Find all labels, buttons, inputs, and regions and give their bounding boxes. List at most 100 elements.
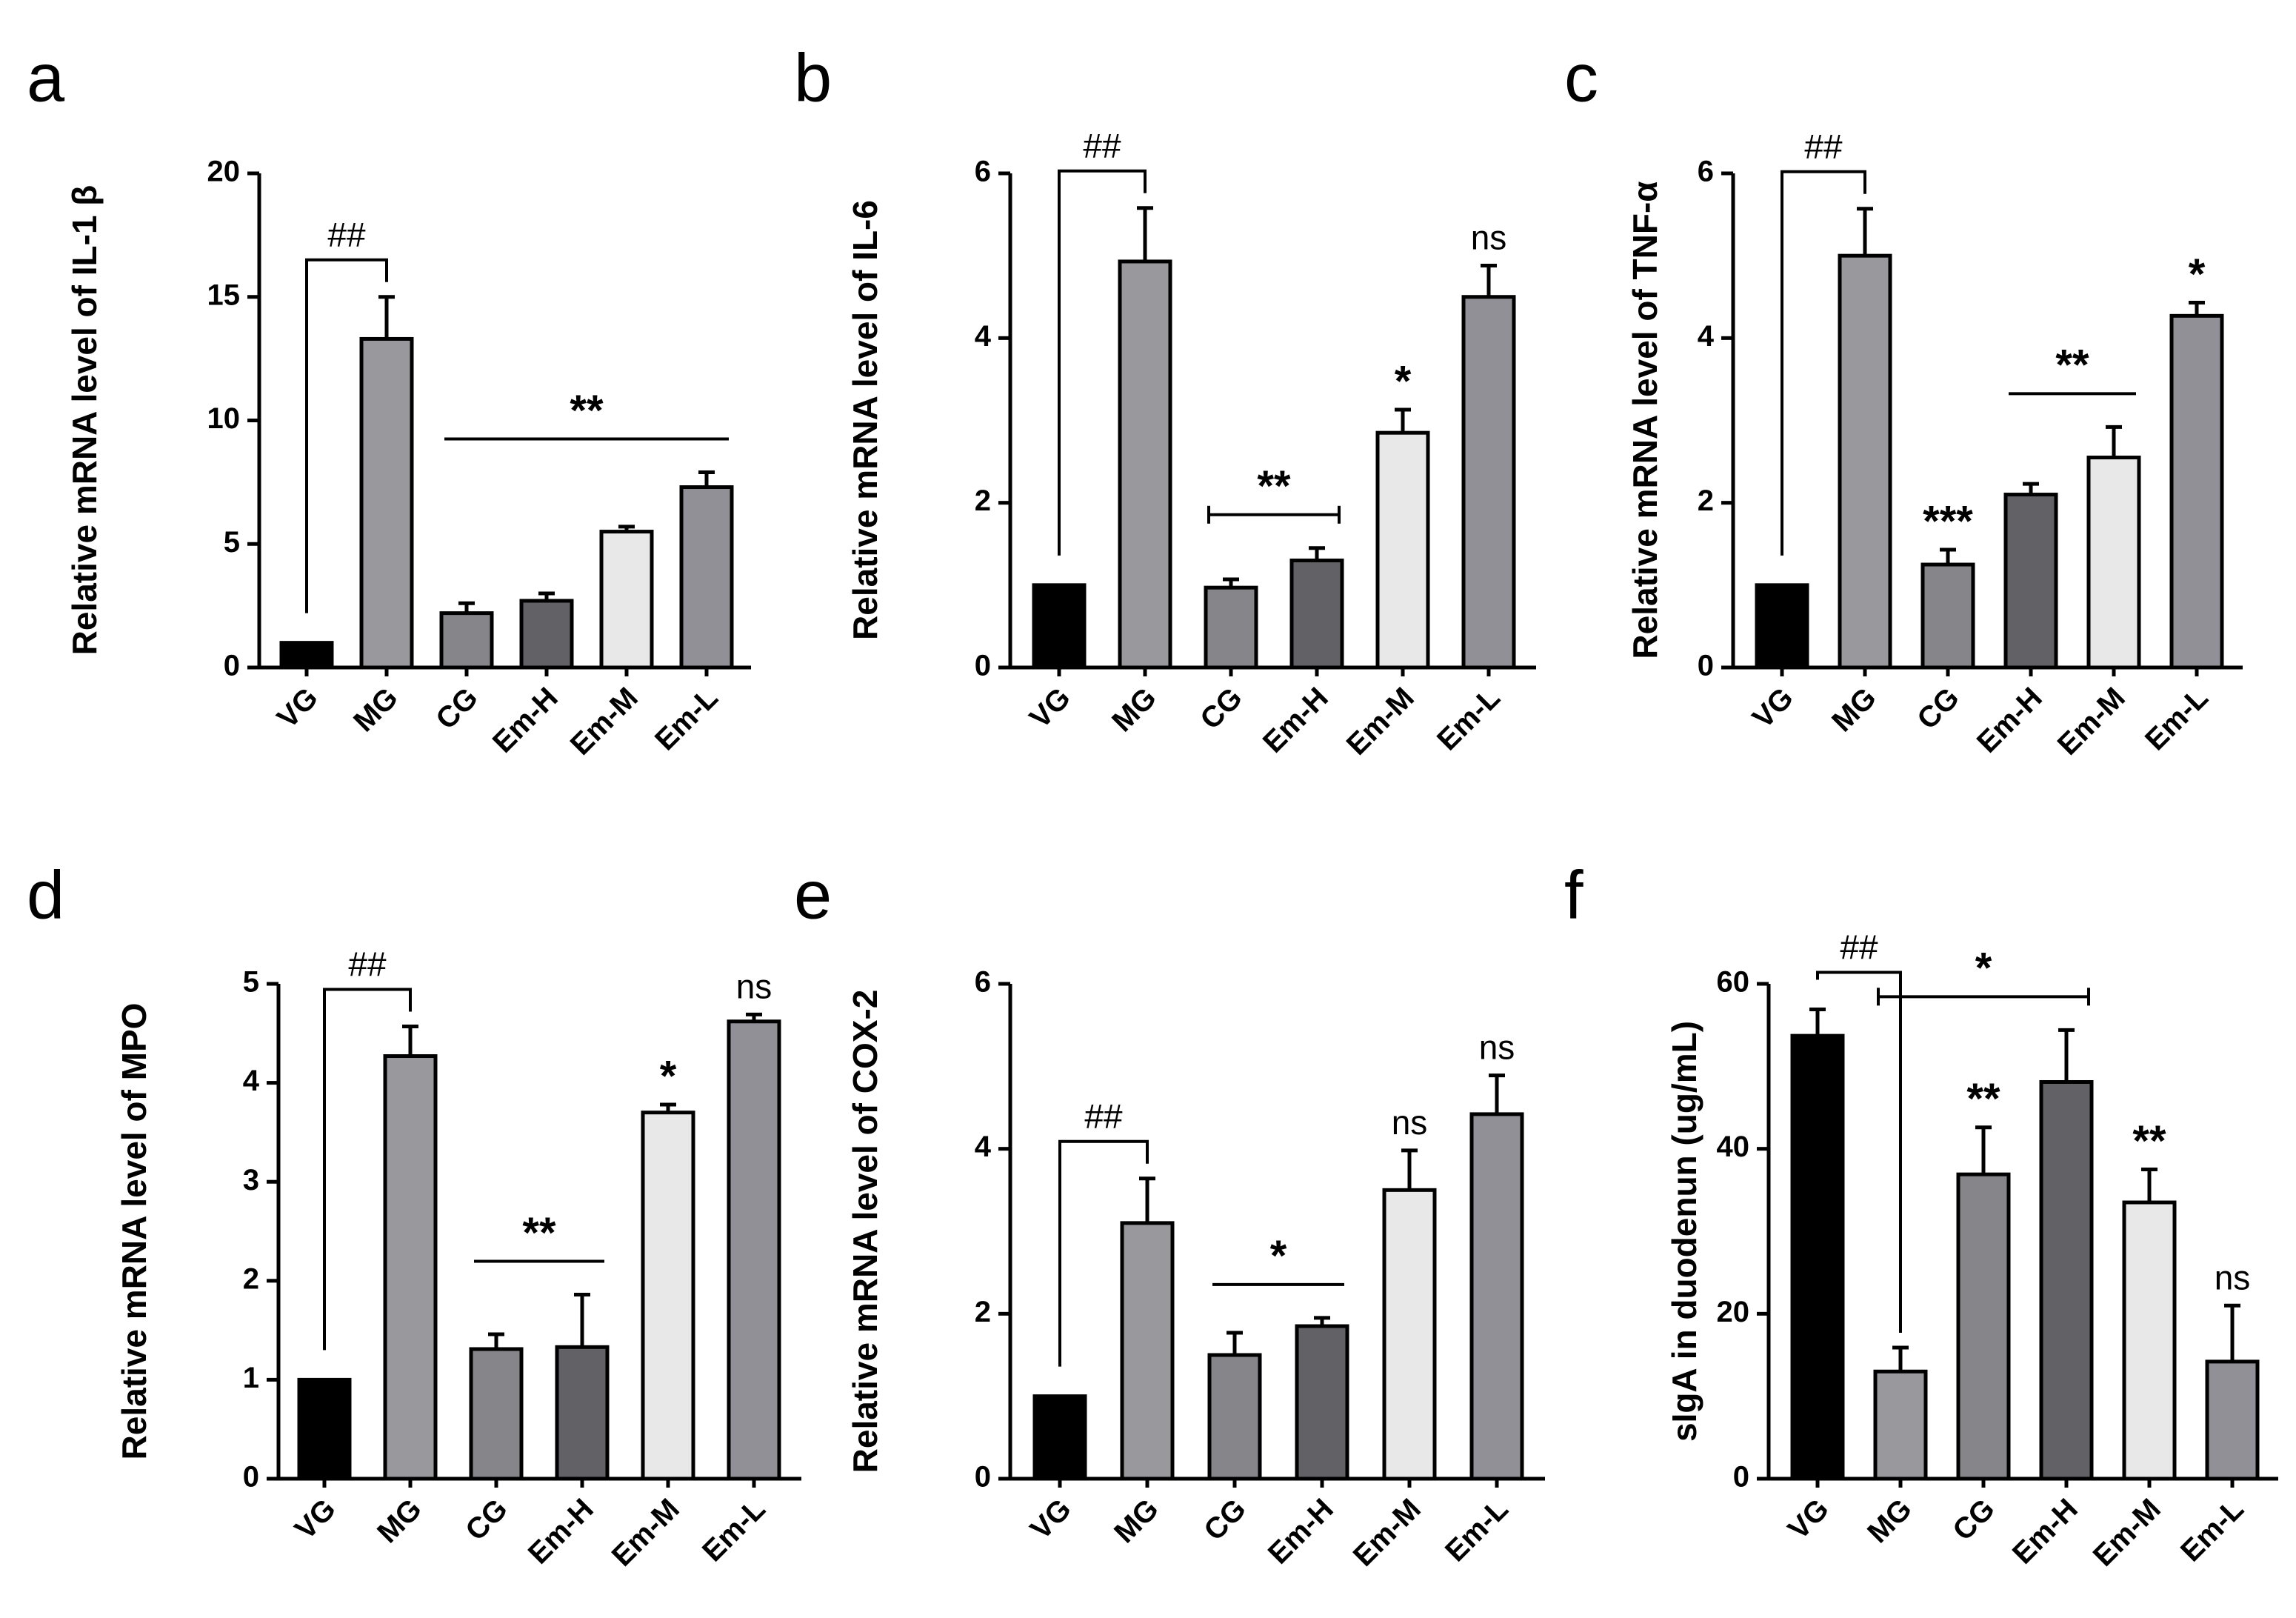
bar-em-l — [727, 1019, 781, 1481]
significance-label: ## — [1804, 127, 1843, 166]
panel-letter: f — [1564, 857, 1583, 933]
significance-label: ns — [736, 968, 772, 1006]
x-tick-label: Em-M — [606, 1493, 686, 1573]
significance-label: ns — [1471, 219, 1507, 257]
bar-em-l — [1461, 295, 1516, 670]
bar-mg — [1873, 1369, 1928, 1481]
bar-em-h — [1289, 558, 1344, 670]
panel-letter: c — [1564, 40, 1598, 116]
x-tick-label: MG — [371, 1493, 428, 1550]
y-tick-label: 0 — [243, 1461, 259, 1494]
bar-em-m — [599, 530, 654, 670]
x-tick-label: Em-M — [1347, 1493, 1427, 1573]
x-tick-label: Em-L — [696, 1493, 772, 1568]
bar-mg — [359, 336, 414, 670]
y-tick-label: 6 — [975, 156, 991, 188]
bar-em-h — [1295, 1324, 1349, 1481]
significance-label: ns — [2215, 1258, 2251, 1296]
significance-label: * — [1395, 357, 1412, 405]
significance-label: * — [1975, 945, 1992, 993]
bar-em-l — [679, 485, 734, 670]
x-tick-label: Em-L — [1439, 1493, 1515, 1568]
y-axis-label: Relative mRNA level of COX-2 — [846, 990, 884, 1474]
bar-vg — [1790, 1033, 1845, 1481]
bar-mg — [383, 1054, 438, 1481]
significance-bracket — [1058, 169, 1147, 556]
significance-label: ** — [2055, 342, 2089, 390]
y-tick-label: 20 — [207, 156, 241, 188]
x-tick-label: Em-H — [1971, 682, 2049, 759]
x-tick-label: Em-H — [487, 682, 564, 759]
significance-label: ns — [1479, 1028, 1515, 1067]
bar-mg — [1120, 1221, 1175, 1481]
bar-mg — [1118, 259, 1172, 670]
x-tick-label: VG — [271, 682, 324, 735]
panel-letter: e — [794, 857, 832, 933]
x-tick-label: Em-H — [1262, 1493, 1340, 1571]
x-tick-label: Em-H — [522, 1493, 600, 1571]
bar-em-m — [2122, 1200, 2177, 1481]
significance-bracket — [1781, 170, 1866, 556]
bar-em-l — [2169, 313, 2224, 670]
bar-vg — [279, 641, 334, 670]
y-tick-label: 2 — [1698, 485, 1714, 517]
bar-mg — [1838, 253, 1892, 670]
x-tick-label: Em-H — [2006, 1493, 2084, 1571]
x-tick-label: Em-M — [1341, 682, 1421, 762]
significance-label: * — [1270, 1232, 1287, 1280]
x-tick-label: VG — [1024, 682, 1077, 735]
bar-vg — [297, 1377, 352, 1481]
x-tick-label: MG — [1108, 1493, 1165, 1550]
x-tick-label: CG — [430, 682, 484, 736]
y-tick-label: 4 — [1698, 320, 1715, 353]
bar-em-h — [2003, 493, 2058, 670]
x-tick-label: CG — [1198, 1493, 1252, 1548]
significance-label: *** — [1923, 497, 1973, 545]
y-tick-label: 5 — [243, 966, 259, 999]
panel-letter: a — [27, 40, 65, 116]
panel-letter: b — [794, 40, 832, 116]
y-tick-label: 2 — [975, 1296, 991, 1328]
x-tick-label: Em-L — [649, 682, 724, 757]
y-axis-label: sIgA in duodenun (ug/mL) — [1665, 1021, 1703, 1442]
x-tick-label: Em-M — [2052, 682, 2132, 762]
significance-label: ns — [1392, 1103, 1428, 1142]
bar-cg — [469, 1347, 524, 1481]
x-tick-label: VG — [1024, 1493, 1078, 1546]
x-tick-label: VG — [1746, 682, 1800, 735]
bar-cg — [439, 611, 494, 670]
y-tick-label: 3 — [243, 1164, 259, 1196]
y-tick-label: 6 — [1698, 156, 1714, 188]
significance-label: ## — [348, 945, 387, 984]
x-tick-label: CG — [1946, 1493, 2001, 1548]
bar-vg — [1032, 583, 1087, 670]
x-tick-label: Em-L — [2139, 682, 2215, 757]
bar-em-m — [1375, 430, 1430, 670]
y-axis-label: Relative mRNA level of MPO — [115, 1003, 153, 1460]
x-tick-label: MG — [1106, 682, 1163, 739]
x-tick-label: Em-M — [564, 682, 644, 762]
y-tick-label: 4 — [243, 1065, 260, 1097]
panel-a: a Relative mRNA level of IL-1 β 0 5 10 15 20 VG… — [27, 40, 751, 762]
significance-bracket — [1816, 971, 1902, 1333]
significance-bracket — [305, 258, 388, 613]
y-tick-label: 4 — [975, 1131, 992, 1163]
y-tick-label: 5 — [224, 526, 240, 559]
significance-label: * — [660, 1052, 677, 1100]
x-tick-label: MG — [1861, 1493, 1918, 1550]
bar-vg — [1755, 583, 1809, 670]
bar-em-h — [519, 599, 574, 670]
y-tick-label: 60 — [1717, 966, 1750, 999]
significance-label: ** — [1257, 462, 1291, 510]
x-tick-label: VG — [289, 1493, 342, 1546]
bar-em-h — [555, 1345, 610, 1481]
y-axis-label: Relative mRNA level of IL-6 — [846, 200, 884, 640]
x-tick-label: Em-L — [1431, 682, 1506, 757]
y-tick-label: 0 — [1698, 650, 1714, 682]
significance-label: ## — [1084, 1097, 1123, 1136]
x-tick-label: VG — [1782, 1493, 1835, 1546]
